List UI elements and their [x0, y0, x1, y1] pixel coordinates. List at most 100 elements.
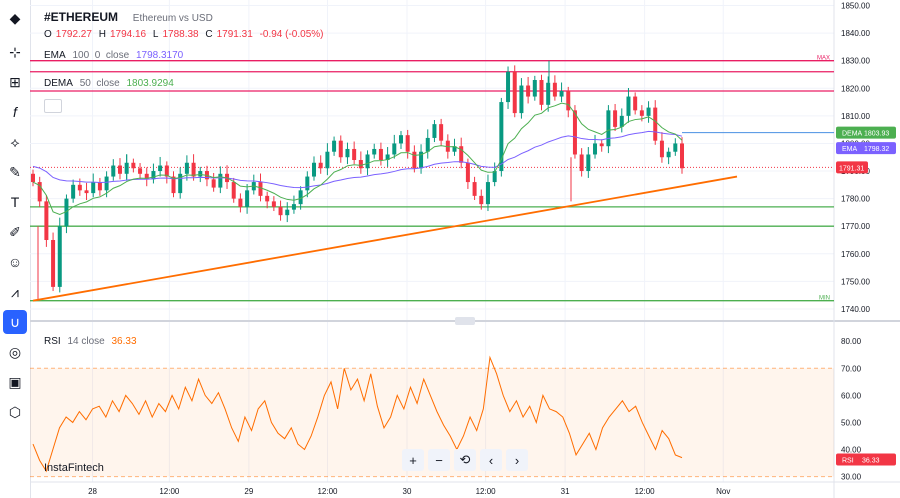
dema-params: 50 close [79, 78, 120, 89]
price-label-value: 1803.93 [864, 131, 889, 138]
candle-body [405, 135, 410, 152]
candle-body [372, 148, 377, 155]
rsi-price-label [836, 453, 896, 466]
price-label-ema [836, 142, 896, 155]
price-tick-label: 1840.00 [841, 29, 870, 38]
trendline[interactable] [32, 175, 738, 302]
candle-body [298, 190, 303, 205]
candle-body [245, 190, 250, 207]
rsi-line [32, 355, 683, 473]
candle-body [459, 146, 464, 163]
price-label-name: EMA [842, 146, 858, 153]
price-tick-label: 1810.00 [841, 112, 870, 121]
candle-body [526, 85, 531, 97]
candle-body [559, 91, 564, 97]
time-tick-label: 31 [561, 487, 570, 496]
dema-name: DEMA [44, 78, 73, 89]
candle-body [131, 162, 136, 169]
fx-icon[interactable]: f [13, 104, 17, 120]
candle-body [111, 165, 116, 177]
candle-body [452, 146, 457, 152]
candle-body [639, 110, 644, 116]
rsi-legend[interactable]: RSI 14 close 36.33 [44, 336, 141, 347]
candle-body [231, 182, 236, 199]
dema-legend[interactable]: DEMA 50 close 1803.9294 [44, 78, 178, 89]
candle-body [164, 165, 169, 177]
price-tick-label: 1820.00 [841, 84, 870, 93]
rsi-tick-label: 60.00 [841, 391, 862, 400]
ohlc-high: 1794.16 [109, 29, 147, 40]
symbol-legend: #ETHEREUM Ethereum vs USD [44, 10, 217, 24]
candle-body [566, 91, 571, 111]
candle-body [506, 71, 511, 103]
settings-icon[interactable]: ⬡ [8, 403, 22, 420]
symbol-description: Ethereum vs USD [132, 13, 213, 24]
candle-body [51, 240, 56, 287]
collapse-legend-button[interactable] [44, 99, 62, 113]
candle-body [238, 198, 243, 207]
candle-body [633, 96, 638, 111]
candle-body [546, 82, 551, 105]
ethereum-logo-icon[interactable]: ◆ [9, 9, 21, 26]
candle-body [492, 171, 497, 183]
candle-body [104, 176, 109, 191]
pane-resize-handle[interactable] [455, 317, 475, 325]
text-icon[interactable]: T [10, 194, 20, 210]
ohlc-o-label: O [44, 29, 52, 40]
candle-body [218, 173, 223, 188]
ema-value: 1798.3170 [135, 50, 184, 61]
scroll-left-button[interactable]: ‹ [480, 449, 502, 471]
candle-body [613, 110, 618, 127]
candle-body [151, 171, 156, 180]
candle-body [178, 173, 183, 194]
zoom-in-button[interactable]: + [402, 449, 424, 471]
candle-body [71, 184, 76, 199]
candle-body [171, 176, 176, 194]
candle-body [445, 140, 450, 152]
rsi-tick-label: 80.00 [841, 337, 862, 346]
cursor-icon[interactable]: ⊹ [9, 43, 21, 60]
candle-body [31, 173, 35, 183]
candle-body [626, 96, 631, 116]
symbol-name: #ETHEREUM [44, 10, 119, 24]
magnet-icon[interactable]: ∪ [3, 310, 27, 334]
price-label-close [836, 161, 868, 174]
pen-icon[interactable]: ✐ [9, 223, 21, 240]
candle-body [673, 143, 678, 152]
candle-body [579, 154, 584, 172]
brush-icon[interactable]: ✎ [9, 163, 21, 180]
candle-body [425, 137, 430, 152]
dema-line [32, 102, 683, 215]
candle-body [412, 151, 417, 169]
candle-body [472, 182, 477, 196]
rsi-tick-label: 40.00 [841, 446, 862, 455]
candle-body [519, 85, 524, 114]
candle-body [646, 107, 651, 116]
time-tick-label: 30 [403, 487, 412, 496]
candle-body [378, 148, 383, 160]
zoom-out-button[interactable]: − [428, 449, 450, 471]
candle-body [77, 184, 82, 191]
emoji-icon[interactable]: ☺ [7, 254, 23, 270]
ohlc-l-label: L [152, 29, 159, 40]
ruler-icon[interactable]: ⩘ [11, 283, 19, 300]
candle-body [291, 204, 296, 210]
pattern-icon[interactable]: ⟡ [10, 133, 20, 150]
ema-legend[interactable]: EMA 100 0 close 1798.3170 [44, 50, 187, 61]
reset-button[interactable]: ⟲ [454, 449, 476, 471]
lock-icon[interactable]: ▣ [8, 373, 22, 390]
price-tick-label: 1780.00 [841, 195, 870, 204]
crosshair-icon[interactable]: ⊞ [9, 73, 21, 90]
time-tick-label: 12:00 [159, 487, 180, 496]
candle-body [539, 80, 544, 105]
eye-off-icon[interactable]: ◎ [8, 343, 22, 360]
candle-body [666, 151, 671, 158]
rsi-tick-label: 50.00 [841, 418, 862, 427]
scroll-right-button[interactable]: › [506, 449, 528, 471]
candle-body [325, 151, 330, 169]
max-line-label: MAX [817, 56, 830, 62]
price-tick-label: 1770.00 [841, 222, 870, 231]
candle-body [138, 168, 143, 174]
candle-body [572, 110, 577, 155]
